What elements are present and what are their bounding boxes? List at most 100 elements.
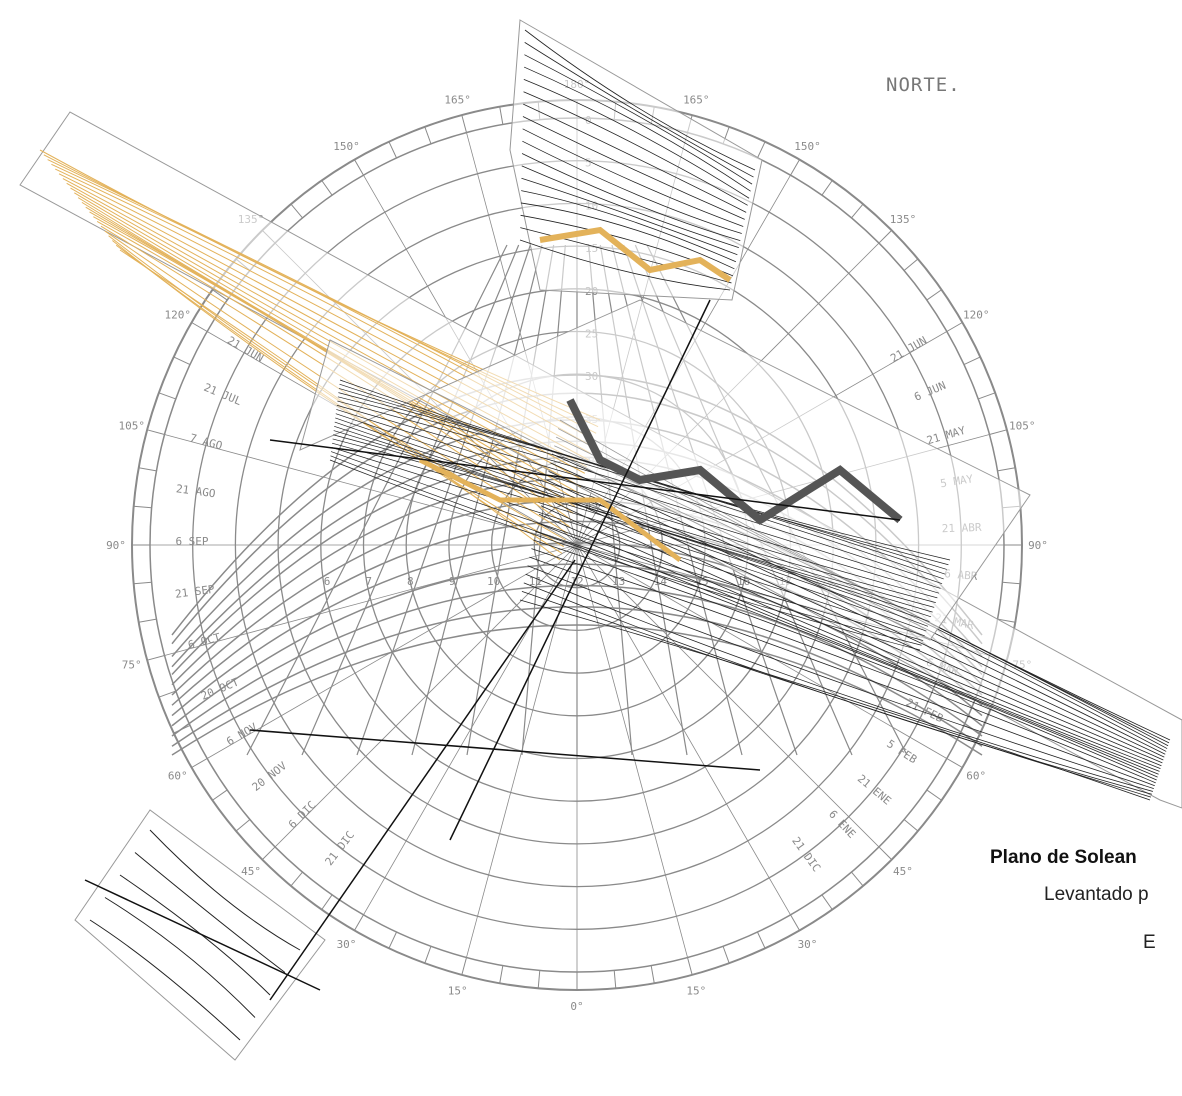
contour-line [519,599,1151,801]
degree-tick [321,180,333,196]
contour-line [523,66,751,192]
degree-tick [424,946,432,964]
degree-tick [878,229,893,244]
hour-label: 6 [324,575,331,588]
azimuth-label: 90° [106,539,126,552]
contour-line [335,413,938,599]
contour-line [336,404,941,589]
degree-tick [290,871,303,887]
azimuth-label: 60° [168,770,188,783]
azimuth-radial [274,544,578,848]
degree-tick [138,618,157,623]
degree-tick [388,931,397,949]
contour-line [336,409,940,594]
degree-tick [878,846,893,861]
contour-line [525,573,1153,792]
azimuth-radial [207,331,578,546]
degree-tick [757,141,766,159]
degree-tick [687,957,693,975]
azimuth-label: 105° [118,420,145,433]
degree-tick [191,758,208,768]
right-date-label: 5 FEB [884,737,919,766]
contour-line [81,201,580,494]
azimuth-label: 15° [686,984,706,997]
contour-line [331,447,925,637]
contour-line [535,531,1158,778]
left-date-label: 7 AGO [188,431,223,452]
azimuth-label: 150° [794,140,821,153]
degree-tick [212,789,228,801]
contour-line [335,417,936,603]
degree-tick [650,965,655,984]
contour-line [521,165,739,249]
degree-tick [537,970,541,989]
right-date-label: 21 JUN [888,334,929,365]
strip-outline [74,809,326,1061]
left-date-label: 21 JUL [202,381,244,408]
degree-tick [424,126,432,144]
central-terrain-strip [299,299,1031,651]
contour-line [524,42,754,178]
degree-tick [147,429,165,435]
degree-tick [354,914,364,931]
azimuth-label: 105° [1009,420,1036,433]
contour-line [531,548,1156,784]
contour-line [330,455,922,646]
degree-tick [903,258,919,271]
degree-tick [158,392,176,400]
contour-line [329,459,921,651]
degree-tick [212,289,228,301]
strip-outline [299,299,1031,641]
contour-line [529,556,1155,787]
lower-left-terrain-strip [74,809,326,1061]
hour-label: 8 [407,575,414,588]
contour-line [521,177,738,256]
contour-line [334,421,935,608]
degree-tick [946,322,963,332]
azimuth-label: 45° [241,865,261,878]
degree-tick [946,758,963,768]
azimuth-label: 30° [798,938,818,951]
hour-label: 11 [529,575,542,588]
grid-line [449,299,711,841]
degree-tick [138,467,157,472]
degree-tick [989,429,1007,435]
right-date-label: 21 ENE [855,772,894,808]
left-date-label: 21 AGO [175,482,216,500]
degree-tick [821,180,833,196]
contour-line [330,451,924,641]
contour-line [104,897,256,1018]
degree-tick [790,159,800,176]
contour-line [522,116,745,220]
degree-tick [978,392,996,400]
azimuth-radial [576,544,880,848]
degree-tick [321,894,333,910]
degree-tick [757,931,766,949]
gold-ridge [539,226,732,283]
contour-line [149,829,301,951]
contour-line [523,103,747,213]
degree-tick [903,819,919,832]
degree-tick [722,946,730,964]
azimuth-label: 120° [165,309,192,322]
right-date-label: 21 MAY [925,424,967,448]
hour-label: 7 [365,575,372,588]
azimuth-radial [363,544,578,915]
contour-line [550,462,1166,755]
right-date-label: 21 DIC [789,835,823,875]
hour-label: 10 [487,575,500,588]
contour-line [522,140,742,234]
contour-line [524,54,753,185]
degree-tick [926,789,942,801]
azimuth-label: 165° [683,94,710,107]
azimuth-label: 135° [890,213,917,226]
contour-line [337,400,943,585]
contour-line [89,919,241,1041]
azimuth-label: 165° [444,94,471,107]
hour-label: 13 [612,575,625,588]
shadow-ridge [566,398,903,525]
azimuth-label: 15° [448,984,468,997]
degree-tick [997,618,1016,623]
hour-line [246,244,508,756]
